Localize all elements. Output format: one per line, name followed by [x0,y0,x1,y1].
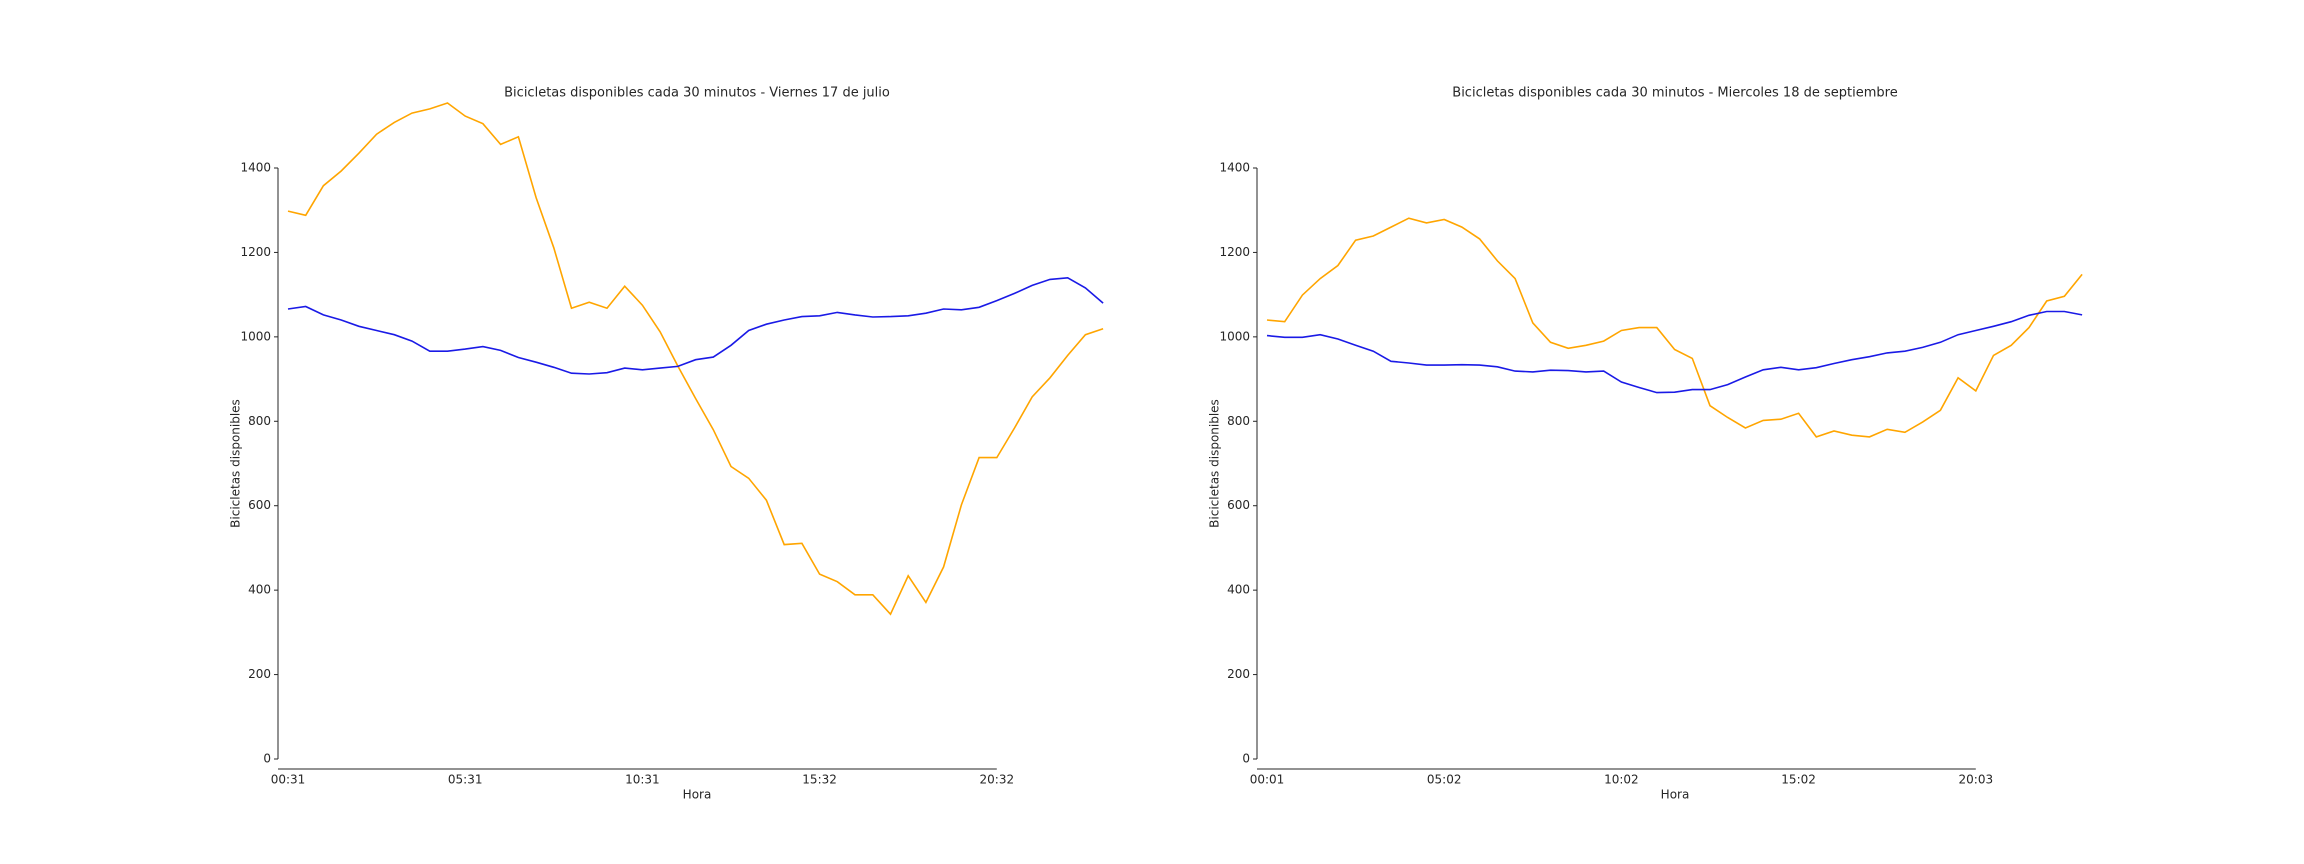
data-line [1266,217,2083,438]
y-tick-label: 1000 [240,329,271,343]
data-line [1266,310,2083,394]
y-tick-label: 0 [1242,752,1250,766]
data-line [287,102,1104,616]
y-tick-label: 1200 [240,245,271,259]
x-tick-label: 05:02 [1427,773,1462,787]
y-axis-label: Bicicletas disponibles [229,399,243,528]
x-tick-label: 10:31 [625,773,660,787]
y-tick-label: 1000 [1219,329,1250,343]
x-tick-label: 00:01 [1250,773,1285,787]
chart: Bicicletas disponibles cada 30 minutos -… [1208,86,2083,802]
x-axis-label: Hora [683,788,712,802]
y-axis-label: Bicicletas disponibles [1208,399,1222,528]
x-tick-label: 10:02 [1604,773,1639,787]
y-tick-label: 600 [248,498,271,512]
x-tick-label: 15:32 [802,773,837,787]
y-tick-label: 200 [248,667,271,681]
chart-title: Bicicletas disponibles cada 30 minutos -… [1452,86,1897,101]
chart: Bicicletas disponibles cada 30 minutos -… [229,86,1104,802]
y-tick-label: 400 [248,583,271,597]
x-axis-label: Hora [1661,788,1690,802]
y-tick-label: 600 [1227,498,1250,512]
y-tick-label: 0 [263,752,271,766]
y-tick-label: 400 [1227,583,1250,597]
y-tick-label: 800 [1227,414,1250,428]
y-tick-label: 800 [248,414,271,428]
chart-title: Bicicletas disponibles cada 30 minutos -… [504,86,890,101]
x-tick-label: 05:31 [448,773,483,787]
x-tick-label: 20:03 [1959,773,1994,787]
y-tick-label: 200 [1227,667,1250,681]
y-tick-label: 1400 [240,161,271,175]
x-tick-label: 00:31 [271,773,306,787]
x-tick-label: 15:02 [1781,773,1816,787]
y-tick-label: 1400 [1219,161,1250,175]
data-line [287,276,1104,375]
y-tick-label: 1200 [1219,245,1250,259]
x-tick-label: 20:32 [980,773,1015,787]
